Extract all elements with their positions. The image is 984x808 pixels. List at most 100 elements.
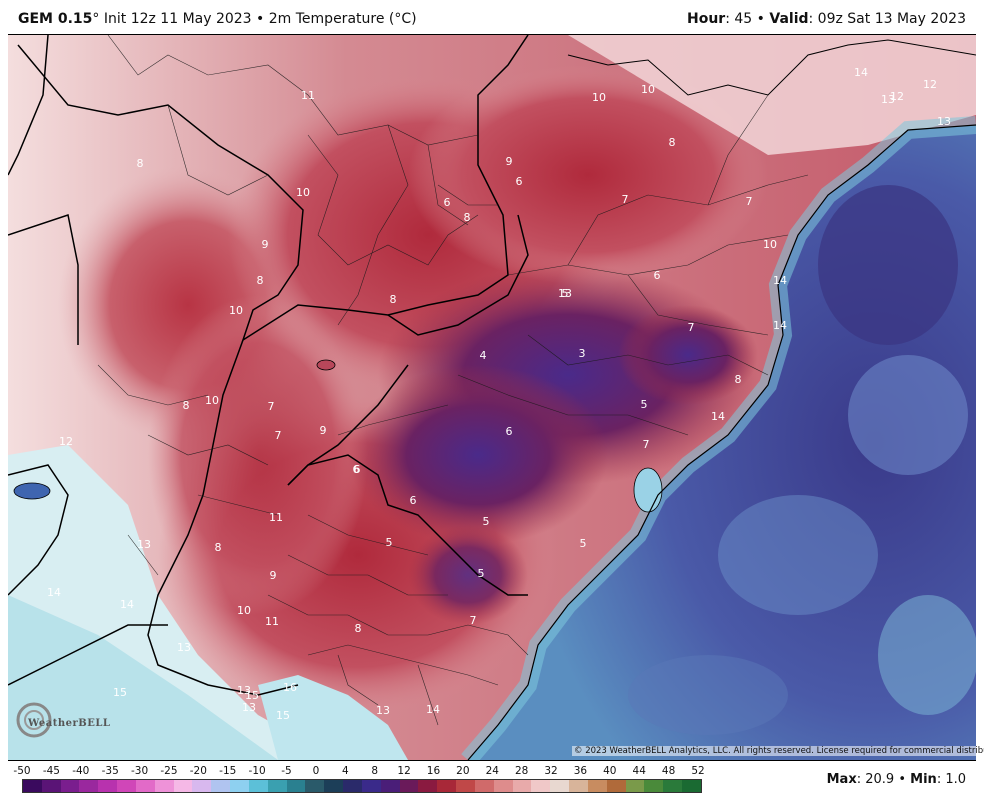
temperature-label: 7 <box>268 400 275 413</box>
temperature-label: 9 <box>320 424 327 437</box>
field-name: 2m Temperature (°C) <box>268 11 417 27</box>
logo-text: WeatherBELL <box>28 718 111 729</box>
colorbar-swatch <box>60 780 80 792</box>
temperature-label: 12 <box>890 90 904 103</box>
colorbar-tick-label: 40 <box>603 765 617 777</box>
temperature-label: 7 <box>688 321 695 334</box>
colorbar-tick-label: 0 <box>312 765 320 777</box>
colorbar-swatch <box>456 780 475 792</box>
temperature-label: 13 <box>137 538 151 551</box>
colorbar-tick-label: 32 <box>544 765 558 777</box>
colorbar-swatch <box>531 780 551 792</box>
temperature-label: 9 <box>270 569 277 582</box>
colorbar-tick-label: 24 <box>485 765 499 777</box>
colorbar-swatch <box>98 780 118 792</box>
valid-label: Valid <box>769 11 809 27</box>
min-label: Min <box>910 772 937 787</box>
colorbar-tick-label: -10 <box>248 765 266 777</box>
colorbar-tick-label: -50 <box>13 765 31 777</box>
temperature-label: 7 <box>643 438 650 451</box>
temperature-label: 6 <box>410 494 417 507</box>
colorbar-swatch <box>606 780 626 792</box>
temperature-label: 8 <box>183 399 190 412</box>
temperature-label: 13 <box>937 115 951 128</box>
temperature-label: 8 <box>390 293 397 306</box>
temperature-label: 9 <box>8 35 12 38</box>
temperature-label: 14 <box>773 319 787 332</box>
temperature-label: 7 <box>746 195 753 208</box>
colorbar-swatch <box>399 780 419 792</box>
colorbar-tick-label: -5 <box>281 765 292 777</box>
temperature-label: 6 <box>444 196 451 209</box>
temperature-label: 3 <box>579 347 586 360</box>
temperature-label: 15 <box>276 709 290 722</box>
temperature-label: 13 <box>881 93 895 106</box>
temperature-label: 14 <box>120 598 134 611</box>
temperature-label: 15 <box>113 686 127 699</box>
temperature-label: 6 <box>506 425 513 438</box>
colorbar-tick-label: 28 <box>514 765 529 777</box>
colorbar-swatch <box>135 780 155 792</box>
colorbar-tick-label: 36 <box>573 765 588 777</box>
colorbar-tick-label: 4 <box>341 765 349 777</box>
weatherbell-logo-icon <box>14 700 100 740</box>
colorbar-swatch <box>286 780 306 792</box>
colorbar-swatch <box>211 780 231 792</box>
temperature-label: 8 <box>355 622 362 635</box>
temperature-label: 6 <box>354 463 361 476</box>
temperature-label: 8 <box>669 136 676 149</box>
colorbar-swatch <box>474 780 494 792</box>
temperature-label: 15 <box>245 689 259 702</box>
colorbar-tick-label: -30 <box>130 765 149 777</box>
temperature-map[interactable]: 8 11 10 9 8 10 8 10 7 7 9 12 6 6 13 11 8 9 10 14 14 11 13 15 13 1… <box>8 34 976 761</box>
colorbar-swatch <box>681 780 701 792</box>
temperature-label: 9 <box>262 238 269 251</box>
colorbar-swatch <box>23 780 42 792</box>
hour-value: : 45 <box>725 11 753 27</box>
temperature-label: 8 <box>464 211 471 224</box>
colorbar-swatch <box>343 780 362 792</box>
colorbar-tick-label: 44 <box>632 765 646 777</box>
map-title: GEM 0.15° Init 12z 11 May 2023 • 2m Temp… <box>18 11 417 27</box>
state-borders <box>97 35 809 726</box>
min-value: : 1.0 <box>936 772 966 787</box>
colorbar-tick-label: -15 <box>219 765 237 777</box>
colorbar-swatch <box>79 780 99 792</box>
max-label: Max <box>826 772 857 787</box>
temperature-label: 12 <box>923 78 937 91</box>
temperature-label: 10 <box>205 394 219 407</box>
temperature-label: 5 <box>483 515 490 528</box>
country-borders <box>8 35 529 696</box>
temperature-label: 10 <box>237 604 251 617</box>
colorbar-tick-label: 16 <box>426 765 441 777</box>
temperature-label: 11 <box>265 615 279 628</box>
colorbar-tick-label: 48 <box>661 765 676 777</box>
temperature-label: 5 <box>580 537 587 550</box>
temperature-label: 11 <box>269 511 283 524</box>
valid-value: : 09z Sat 13 May 2023 <box>808 11 966 27</box>
temperature-label: 13 <box>237 684 251 697</box>
colorbar-swatch <box>663 780 682 792</box>
colorbar-tick-label: -45 <box>42 765 60 777</box>
colorbar <box>22 779 702 793</box>
colorbar-swatch <box>117 780 136 792</box>
hour-label: Hour <box>687 11 726 27</box>
max-min-stats: Max: 20.9 • Min: 1.0 <box>826 772 966 787</box>
temperature-label: 10 <box>641 83 655 96</box>
colorbar-tick-label: 8 <box>371 765 379 777</box>
colorbar-swatch <box>569 780 588 792</box>
temperature-label: 8 <box>735 373 742 386</box>
temperature-label: 13 <box>242 701 256 714</box>
temperature-label: 14 <box>711 410 725 423</box>
temperature-label: 5 <box>562 287 569 300</box>
colorbar-swatch <box>305 780 325 792</box>
colorbar-tick-label: -25 <box>160 765 178 777</box>
temperature-label: 5 <box>386 536 393 549</box>
temperature-label: 14 <box>854 66 868 79</box>
colorbar-swatch <box>267 780 287 792</box>
colorbar-swatch <box>361 780 381 792</box>
temperature-label: 14 <box>773 274 787 287</box>
colorbar-swatch <box>644 780 664 792</box>
colorbar-swatch <box>192 780 212 792</box>
